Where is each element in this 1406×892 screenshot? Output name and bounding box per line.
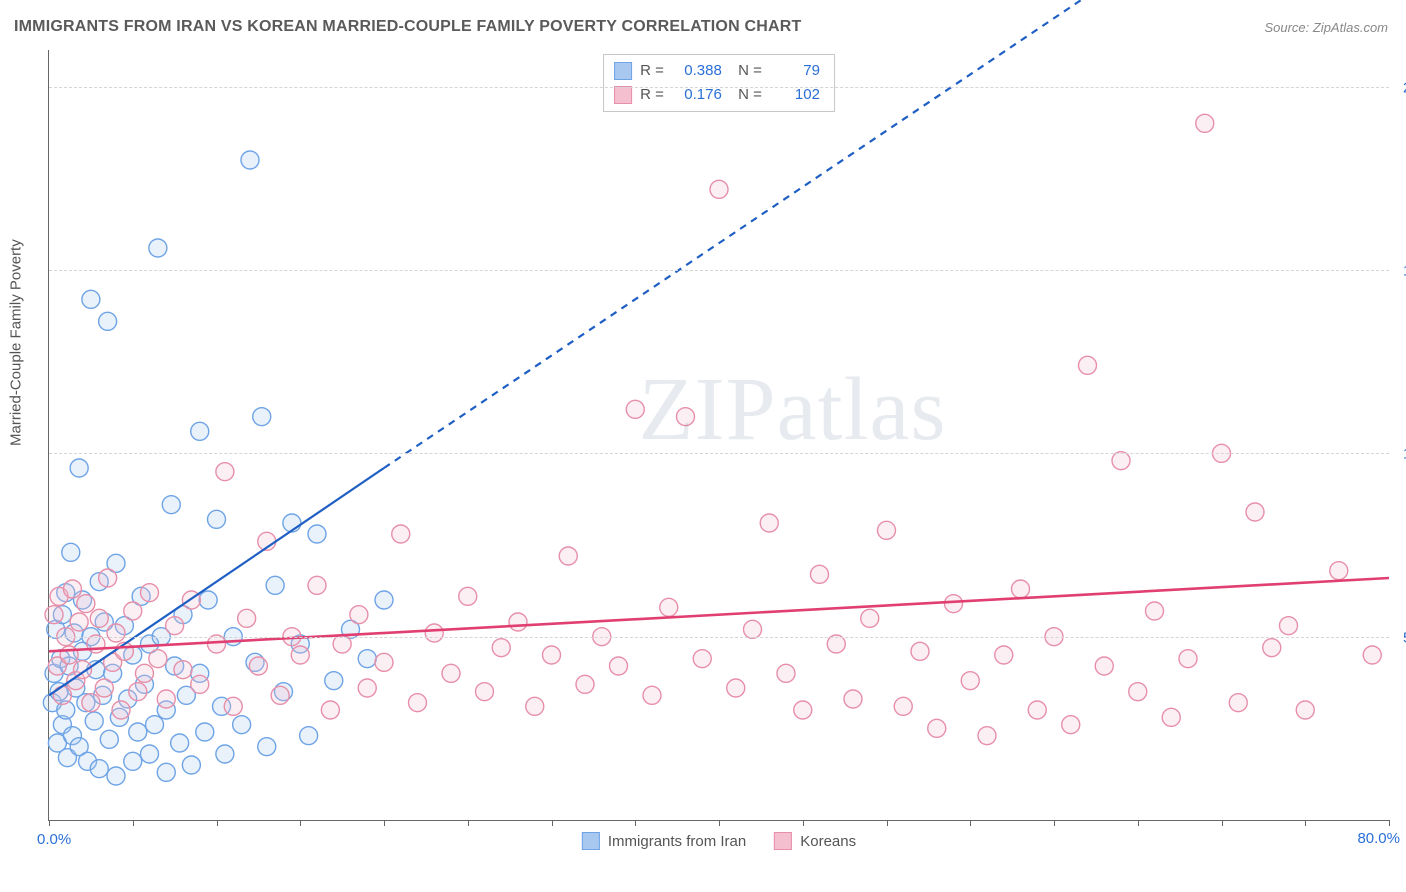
x-tick bbox=[217, 820, 218, 826]
x-tick bbox=[468, 820, 469, 826]
stats-legend: R = 0.388 N = 79 R = 0.176 N = 102 bbox=[603, 54, 835, 112]
chart-area: ZIPatlas R = 0.388 N = 79 R = 0.176 N = … bbox=[48, 50, 1389, 821]
x-tick bbox=[1305, 820, 1306, 826]
y-axis-title: Married-Couple Family Poverty bbox=[8, 239, 25, 446]
r-label: R = bbox=[640, 59, 664, 83]
legend-label-koreans: Koreans bbox=[800, 833, 856, 850]
y-tick-label: 10.0% bbox=[1391, 446, 1406, 463]
x-axis-max-label: 80.0% bbox=[1357, 830, 1400, 847]
x-tick bbox=[1222, 820, 1223, 826]
y-tick-label: 15.0% bbox=[1391, 263, 1406, 280]
gridline: 15.0% bbox=[49, 270, 1389, 271]
y-tick-label: 5.0% bbox=[1391, 629, 1406, 646]
y-tick-label: 20.0% bbox=[1391, 79, 1406, 96]
x-tick bbox=[970, 820, 971, 826]
swatch-iran bbox=[614, 62, 632, 80]
x-tick bbox=[384, 820, 385, 826]
bottom-legend: Immigrants from Iran Koreans bbox=[582, 832, 856, 850]
x-tick bbox=[49, 820, 50, 826]
swatch-koreans bbox=[614, 86, 632, 104]
x-tick bbox=[1389, 820, 1390, 826]
gridline: 20.0% bbox=[49, 87, 1389, 88]
x-tick bbox=[300, 820, 301, 826]
x-tick bbox=[1138, 820, 1139, 826]
stats-row-iran: R = 0.388 N = 79 bbox=[614, 59, 820, 83]
x-tick bbox=[887, 820, 888, 826]
n-label: N = bbox=[730, 59, 762, 83]
page-title: IMMIGRANTS FROM IRAN VS KOREAN MARRIED-C… bbox=[14, 18, 801, 36]
x-tick bbox=[133, 820, 134, 826]
x-tick bbox=[719, 820, 720, 826]
r-value-iran: 0.388 bbox=[672, 59, 722, 83]
n-value-iran: 79 bbox=[770, 59, 820, 83]
x-tick bbox=[1054, 820, 1055, 826]
x-tick bbox=[552, 820, 553, 826]
legend-label-iran: Immigrants from Iran bbox=[608, 833, 746, 850]
gridline: 5.0% bbox=[49, 637, 1389, 638]
x-tick bbox=[635, 820, 636, 826]
legend-item-iran: Immigrants from Iran bbox=[582, 832, 746, 850]
source-label: Source: ZipAtlas.com bbox=[1264, 20, 1388, 35]
swatch-iran bbox=[582, 832, 600, 850]
gridline: 10.0% bbox=[49, 453, 1389, 454]
legend-item-koreans: Koreans bbox=[774, 832, 856, 850]
x-tick bbox=[803, 820, 804, 826]
swatch-koreans bbox=[774, 832, 792, 850]
x-axis-min-label: 0.0% bbox=[37, 831, 71, 848]
scatter-plot bbox=[49, 50, 1389, 820]
